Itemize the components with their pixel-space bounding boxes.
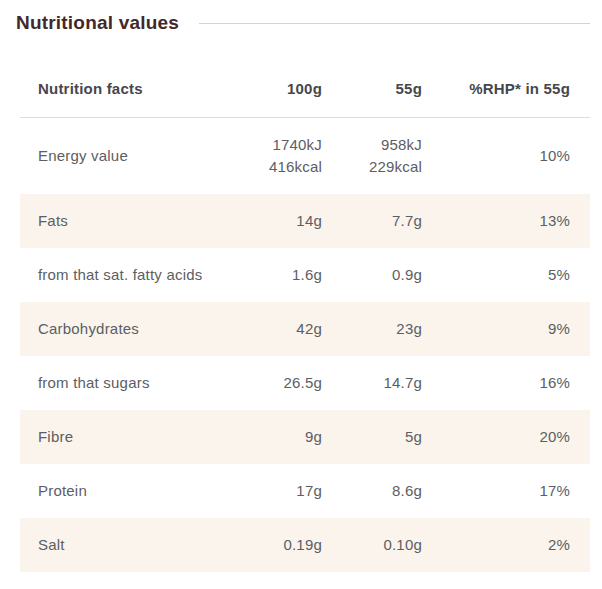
row-label: from that sugars [20,372,230,394]
table-row-carbohydrates: Carbohydrates 42g 23g 9% [20,302,590,356]
value-line: 1740kJ [230,134,322,156]
value-100g: 1740kJ 416kcal [230,134,322,178]
table-body: Energy value 1740kJ 416kcal 958kJ 229kca… [20,118,590,572]
value-rhp: 13% [422,210,590,232]
table-header-row: Nutrition facts 100g 55g %RHP* in 55g [20,60,590,118]
value-55g: 23g [322,318,422,340]
title-divider [199,23,590,24]
value-100g: 14g [230,210,322,232]
table-row-salt: Salt 0.19g 0.10g 2% [20,518,590,572]
table-row-protein: Protein 17g 8.6g 17% [20,464,590,518]
value-55g: 0.10g [322,534,422,556]
value-rhp: 16% [422,372,590,394]
row-label: Energy value [20,145,230,167]
value-rhp: 20% [422,426,590,448]
value-line: 229kcal [322,156,422,178]
value-100g: 9g [230,426,322,448]
header-col-nutrition-facts: Nutrition facts [20,80,230,97]
value-55g: 958kJ 229kcal [322,134,422,178]
header-col-55g: 55g [322,80,422,97]
row-label: from that sat. fatty acids [20,264,230,286]
row-label: Salt [20,534,230,556]
value-100g: 0.19g [230,534,322,556]
value-55g: 5g [322,426,422,448]
section-header: Nutritional values [0,0,602,34]
value-55g: 8.6g [322,480,422,502]
table-row-sugars: from that sugars 26.5g 14.7g 16% [20,356,590,410]
row-label: Protein [20,480,230,502]
page-title: Nutritional values [16,12,179,34]
value-rhp: 5% [422,264,590,286]
value-100g: 17g [230,480,322,502]
table-row-energy-value: Energy value 1740kJ 416kcal 958kJ 229kca… [20,118,590,194]
table-row-fibre: Fibre 9g 5g 20% [20,410,590,464]
value-55g: 14.7g [322,372,422,394]
value-line: 416kcal [230,156,322,178]
value-100g: 1.6g [230,264,322,286]
value-100g: 26.5g [230,372,322,394]
table-row-fats: Fats 14g 7.7g 13% [20,194,590,248]
row-label: Carbohydrates [20,318,230,340]
header-col-100g: 100g [230,80,322,97]
value-rhp: 17% [422,480,590,502]
value-100g: 42g [230,318,322,340]
nutrition-table: Nutrition facts 100g 55g %RHP* in 55g En… [20,60,590,572]
table-row-sat-fatty-acids: from that sat. fatty acids 1.6g 0.9g 5% [20,248,590,302]
value-55g: 0.9g [322,264,422,286]
row-label: Fibre [20,426,230,448]
row-label: Fats [20,210,230,232]
value-rhp: 2% [422,534,590,556]
value-rhp: 9% [422,318,590,340]
value-55g: 7.7g [322,210,422,232]
header-col-rhp: %RHP* in 55g [422,80,590,97]
nutritional-values-section: Nutritional values Nutrition facts 100g … [0,0,602,589]
value-rhp: 10% [422,145,590,167]
value-line: 958kJ [322,134,422,156]
